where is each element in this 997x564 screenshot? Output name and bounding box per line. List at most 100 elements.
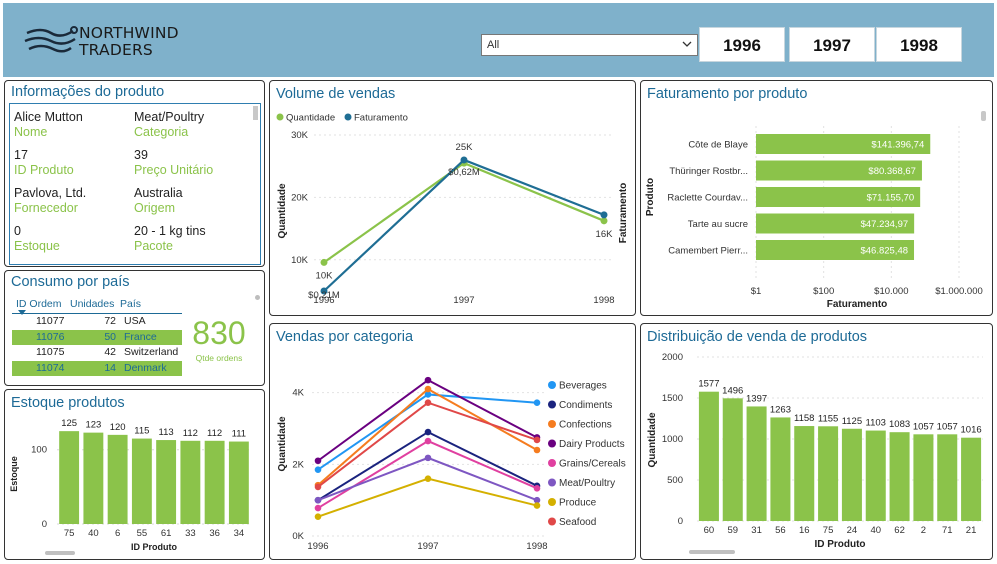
logo-text: NORTHWIND TRADERS	[79, 25, 179, 59]
data-point[interactable]	[314, 496, 322, 504]
data-point[interactable]	[424, 475, 432, 482]
data-point[interactable]	[314, 457, 322, 465]
scrollbar-thumb[interactable]	[255, 295, 260, 300]
bar[interactable]	[756, 187, 921, 207]
data-point[interactable]	[533, 436, 541, 444]
data-point[interactable]	[533, 502, 541, 509]
data-point[interactable]	[600, 211, 608, 219]
data-label: 1103	[866, 418, 886, 429]
legend-label[interactable]: Dairy Products	[559, 439, 625, 450]
data-point[interactable]	[533, 496, 541, 504]
data-point[interactable]	[314, 483, 322, 491]
table-row[interactable]: 11077 72 USA	[12, 314, 182, 330]
data-point[interactable]	[533, 399, 541, 406]
x-tick-label: 24	[847, 525, 858, 536]
bar[interactable]	[794, 426, 815, 521]
bar[interactable]	[937, 434, 958, 521]
scrollbar-thumb[interactable]	[253, 106, 258, 120]
data-point[interactable]	[533, 485, 541, 492]
legend-label[interactable]: Produce	[559, 498, 597, 509]
bar[interactable]	[818, 426, 839, 521]
data-label: 1057	[937, 421, 958, 432]
data-point[interactable]	[320, 258, 328, 266]
bar[interactable]	[770, 417, 791, 521]
x-tick-label: 1996	[307, 541, 328, 552]
bar[interactable]	[107, 434, 128, 524]
year-button-1997[interactable]: 1997	[789, 27, 875, 62]
filter-dropdown[interactable]: All	[481, 34, 698, 56]
field-name: Alice Mutton Nome	[14, 110, 83, 139]
table-row[interactable]: 11074 14 Denmark	[12, 360, 182, 376]
bar[interactable]	[156, 440, 177, 524]
stock-panel: Estoque produtos 0 100 Estoque 125 75 123 40 120…	[4, 389, 265, 560]
data-label: 111	[232, 429, 246, 440]
year-button-1996[interactable]: 1996	[699, 27, 785, 62]
bar[interactable]	[961, 437, 982, 521]
bar[interactable]	[865, 430, 886, 521]
consumption-panel: Consumo por país ID Ordem Unidades País …	[4, 270, 265, 386]
legend-label[interactable]: Seafood	[559, 517, 596, 528]
data-point[interactable]	[424, 437, 432, 445]
bar[interactable]	[204, 440, 225, 524]
bar[interactable]	[841, 428, 862, 521]
bar[interactable]	[746, 406, 767, 521]
year-button-1998[interactable]: 1998	[876, 27, 962, 62]
bar[interactable]	[83, 432, 104, 524]
field-label: Pacote	[134, 239, 173, 253]
data-point[interactable]	[600, 217, 608, 225]
data-point[interactable]	[314, 513, 322, 520]
legend-label[interactable]: Meat/Poultry	[559, 478, 615, 489]
bar[interactable]	[698, 391, 719, 521]
data-point[interactable]	[424, 391, 432, 398]
data-point[interactable]	[424, 399, 432, 406]
data-point[interactable]	[314, 466, 322, 474]
legend-label[interactable]: Grains/Cereals	[559, 459, 626, 470]
column-header-country[interactable]: País	[120, 298, 142, 310]
bar[interactable]	[756, 240, 915, 260]
series-line	[323, 158, 605, 292]
column-header-units[interactable]: Unidades	[70, 298, 115, 310]
legend-label[interactable]: Faturamento	[354, 113, 408, 124]
bar[interactable]	[59, 431, 80, 524]
data-point[interactable]	[314, 504, 322, 512]
data-point[interactable]	[533, 446, 541, 454]
field-category: Meat/Poultry Categoria	[134, 110, 204, 139]
bar[interactable]	[722, 398, 743, 521]
data-point[interactable]	[320, 287, 328, 295]
x-tick-label: $1.000.000	[935, 286, 983, 297]
data-point[interactable]	[424, 376, 432, 384]
x-tick-label: 1996	[313, 295, 334, 306]
revenue-product-bar-chart: Faturamento por produto $1 $100 $10.000 $1.0…	[645, 86, 986, 310]
bar[interactable]	[756, 134, 931, 154]
table-row[interactable]: 11076 50 France	[12, 329, 182, 345]
scrollbar-thumb[interactable]	[981, 111, 986, 121]
total-orders-value: 830	[192, 315, 246, 351]
bar[interactable]	[756, 213, 915, 234]
cell-country: Denmark	[124, 361, 167, 374]
legend-label[interactable]: Confections	[559, 420, 612, 431]
bar[interactable]	[756, 160, 922, 181]
data-point[interactable]	[424, 385, 432, 393]
bar[interactable]	[913, 434, 934, 521]
bar[interactable]	[889, 432, 910, 521]
scrollbar-thumb[interactable]	[689, 550, 735, 554]
y-tick-label: 0K	[292, 531, 304, 542]
orders-table: ID Ordem Unidades País 11077 72 USA 11076 50…	[12, 296, 182, 376]
data-point[interactable]	[424, 428, 432, 436]
bar[interactable]	[131, 438, 152, 524]
x-tick-label: 56	[775, 525, 786, 536]
chevron-down-icon	[682, 41, 692, 47]
table-row[interactable]: 11075 42 Switzerland	[12, 345, 182, 361]
data-label: 1155	[818, 413, 838, 424]
bar[interactable]	[180, 440, 201, 524]
scrollbar-thumb[interactable]	[45, 551, 75, 555]
column-header-order-id[interactable]: ID Ordem	[16, 298, 62, 310]
data-point[interactable]	[424, 454, 432, 462]
panel-title: Volume de vendas	[276, 86, 395, 102]
legend-marker	[548, 420, 556, 428]
data-point[interactable]	[460, 156, 468, 164]
legend-label[interactable]: Quantidade	[286, 113, 335, 124]
bar[interactable]	[228, 441, 249, 524]
legend-label[interactable]: Beverages	[559, 381, 607, 392]
legend-label[interactable]: Condiments	[559, 400, 612, 411]
